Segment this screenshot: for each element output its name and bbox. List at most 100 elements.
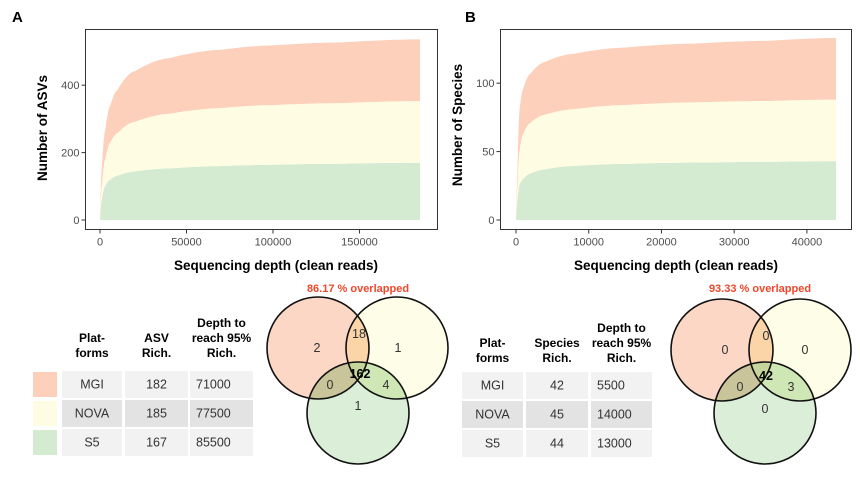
table-header-2: Depth to bbox=[197, 316, 246, 330]
table-cell-bg bbox=[462, 430, 523, 457]
legend-swatch-mgi bbox=[33, 372, 57, 397]
table-cell: 5500 bbox=[597, 379, 625, 393]
table-cell-bg bbox=[526, 430, 588, 457]
table-header-2: Depth to bbox=[597, 321, 646, 335]
venn-count-mgi-s5: 0 bbox=[737, 380, 744, 394]
y-tick-label: 50 bbox=[482, 147, 494, 159]
panel-b-venn-diagram: 93.33 % overlapped 0 0 0 0 0 3 42 bbox=[670, 283, 852, 465]
table-cell-bg bbox=[526, 372, 588, 399]
table-cell-bg bbox=[591, 430, 652, 457]
panel-b-x-axis-title: Sequencing depth (clean reads) bbox=[574, 258, 778, 273]
x-tick-label: 150000 bbox=[341, 237, 378, 249]
panel-a-rarefaction-chart: A 0 50000 100000 150000 0 200 400 Sequencing … bbox=[12, 9, 438, 273]
legend-swatch-s5 bbox=[33, 430, 57, 455]
panel-b-y-ticks: 0 50 100 bbox=[476, 78, 501, 227]
venn-count-s5-only: 1 bbox=[355, 399, 362, 413]
y-tick-label: 0 bbox=[488, 215, 494, 227]
table-header-1: Rich. bbox=[142, 346, 171, 360]
venn-overlap-nova-s5 bbox=[346, 362, 409, 399]
table-cell: NOVA bbox=[475, 408, 510, 422]
x-tick-label: 50000 bbox=[171, 237, 202, 249]
venn-count-mgi-nova: 18 bbox=[352, 327, 366, 341]
panel-b-rarefaction-chart: B 0 10000 20000 30000 40000 0 50 100 Sequencin… bbox=[450, 9, 852, 273]
table-cell: 42 bbox=[550, 379, 564, 393]
table-cell-bg bbox=[125, 429, 188, 456]
area-s5 bbox=[516, 161, 836, 220]
panel-a-y-ticks: 0 200 400 bbox=[61, 80, 86, 227]
table-cell-bg bbox=[62, 400, 122, 427]
table-cell: 167 bbox=[146, 436, 167, 450]
venn-count-all: 162 bbox=[350, 367, 371, 381]
table-header-1: ASV bbox=[144, 331, 169, 345]
venn-overlap-mgi-s5 bbox=[714, 362, 773, 401]
venn-count-mgi-only: 2 bbox=[314, 341, 321, 355]
legend-swatch-nova bbox=[33, 401, 57, 426]
table-cell: 71000 bbox=[196, 378, 231, 392]
table-cell: 85500 bbox=[196, 436, 231, 450]
table-cell-bg bbox=[125, 400, 188, 427]
table-cell-bg bbox=[190, 371, 253, 398]
table-cell: 45 bbox=[550, 408, 564, 422]
table-cell-bg bbox=[62, 371, 122, 398]
venn-outline-nova bbox=[345, 296, 449, 400]
venn-count-nova-s5: 4 bbox=[383, 378, 390, 392]
area-nova bbox=[100, 101, 420, 220]
table-cell: MGI bbox=[80, 378, 104, 392]
venn-count-all: 42 bbox=[759, 369, 773, 383]
venn-overlap-nova-s5 bbox=[749, 362, 816, 401]
venn-outline-nova bbox=[748, 298, 852, 402]
table-header-1: Rich. bbox=[542, 351, 571, 365]
table-cell: 182 bbox=[146, 378, 167, 392]
table-cell: S5 bbox=[84, 436, 99, 450]
venn-overlap-mgi-s5 bbox=[307, 362, 369, 399]
panel-b-letter: B bbox=[465, 9, 476, 26]
venn-outline-mgi bbox=[670, 298, 774, 402]
x-tick-label: 0 bbox=[513, 237, 519, 249]
x-tick-label: 40000 bbox=[792, 237, 823, 249]
table-cell-bg bbox=[462, 401, 523, 428]
table-header-2: Rich. bbox=[207, 346, 236, 360]
area-mgi bbox=[100, 39, 420, 220]
table-cell-bg bbox=[462, 372, 523, 399]
y-tick-label: 400 bbox=[61, 80, 79, 92]
panel-b-areas bbox=[516, 38, 836, 220]
venn-count-mgi-nova: 0 bbox=[763, 329, 770, 343]
y-tick-label: 100 bbox=[476, 78, 494, 90]
table-cell-bg bbox=[591, 372, 652, 399]
table-header-0: Plat- bbox=[79, 331, 105, 345]
panel-a-venn-diagram: 86.17 % overlapped 2 1 1 18 0 4 162 bbox=[266, 283, 449, 465]
table-cell-bg bbox=[190, 429, 253, 456]
table-cell: 185 bbox=[146, 407, 167, 421]
table-header-2: reach 95% bbox=[592, 336, 652, 350]
venn-count-nova-only: 1 bbox=[395, 341, 402, 355]
venn-title: 86.17 % overlapped bbox=[307, 283, 409, 295]
area-nova bbox=[516, 99, 836, 220]
table-cell-bg bbox=[125, 371, 188, 398]
table-cell: 14000 bbox=[597, 408, 632, 422]
table-header-2: reach 95% bbox=[192, 331, 252, 345]
table-cell-bg bbox=[190, 400, 253, 427]
panel-a-x-axis-title: Sequencing depth (clean reads) bbox=[174, 258, 378, 273]
panel-a-areas bbox=[100, 39, 420, 220]
table-header-1: Species bbox=[534, 336, 580, 350]
panel-b-plot-border bbox=[500, 29, 852, 230]
venn-count-s5-only: 0 bbox=[762, 402, 769, 416]
table-cell-bg bbox=[526, 401, 588, 428]
panel-a-x-ticks: 0 50000 100000 150000 bbox=[97, 229, 378, 249]
table-cell: 44 bbox=[550, 437, 564, 451]
x-tick-label: 100000 bbox=[255, 237, 292, 249]
venn-count-nova-s5: 3 bbox=[788, 380, 795, 394]
x-tick-label: 30000 bbox=[719, 237, 750, 249]
venn-outline-s5 bbox=[306, 361, 410, 465]
table-cell-bg bbox=[62, 429, 122, 456]
panel-a-plot-border bbox=[85, 29, 438, 230]
panel-a-letter: A bbox=[12, 9, 23, 26]
table-cell: NOVA bbox=[75, 407, 110, 421]
x-tick-label: 10000 bbox=[573, 237, 604, 249]
y-tick-label: 200 bbox=[61, 148, 79, 160]
table-cell: 77500 bbox=[196, 407, 231, 421]
table-cell: 13000 bbox=[597, 437, 632, 451]
